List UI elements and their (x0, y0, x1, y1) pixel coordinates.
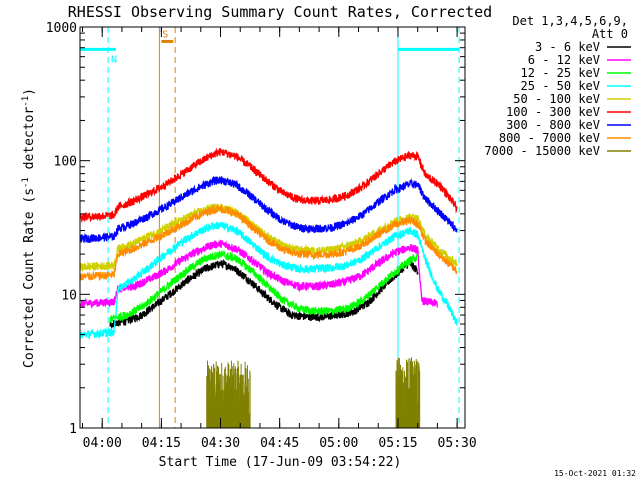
x-tick-label: 04:15 (142, 436, 181, 451)
series-line-1 (79, 239, 438, 309)
legend-entry-label: 100 - 300 keV (506, 105, 600, 119)
series-line-3 (79, 221, 458, 341)
y-axis-label-end: ) (22, 88, 37, 96)
legend-entry-label: 7000 - 15000 keV (484, 144, 600, 158)
chart-title: RHESSI Observing Summary Count Rates, Co… (68, 3, 492, 21)
footer-date: 15-Oct-2021 01:32 (554, 469, 636, 478)
y-tick-label: 10 (61, 288, 77, 303)
x-tick-label: 05:00 (319, 436, 358, 451)
x-axis-label: Start Time (17-Jun-09 03:54:22) (159, 455, 402, 470)
saa-flag-label: S (162, 29, 168, 40)
plot-frame (79, 26, 466, 429)
legend-entry-label: 3 - 6 keV (535, 40, 600, 54)
x-axis: 04:00 04:15 04:30 04:45 05:00 05:15 05:30 (81, 27, 477, 451)
x-tick-label: 04:30 (201, 436, 240, 451)
plot-area: SN (79, 27, 460, 428)
y-axis-label-sup2: -1 (21, 96, 31, 107)
legend-header-line-1: Det 1,3,4,5,6,9, (512, 14, 628, 28)
series-line-6 (79, 175, 458, 244)
x-tick-label: 05:15 (378, 436, 417, 451)
y-axis-label-main: Corrected Count Rate (s (22, 188, 37, 368)
y-tick-label: 100 (54, 155, 77, 170)
y-tick-label: 1 (69, 422, 77, 437)
y-axis-label-sup1: -1 (21, 177, 31, 188)
series-line-2 (109, 249, 419, 323)
series-line-5 (79, 147, 458, 224)
legend-entry-label: 25 - 50 keV (521, 79, 600, 93)
legend-entry-label: 12 - 25 keV (521, 66, 600, 80)
x-tick-label: 05:30 (438, 436, 477, 451)
series-line-0 (109, 258, 419, 330)
legend-entry-label: 800 - 7000 keV (499, 131, 600, 145)
legend-entry-label: 300 - 800 keV (506, 118, 600, 132)
night-flag-label: N (111, 54, 117, 65)
series-line-7 (79, 204, 458, 282)
legend-header-line-2: Att 0 (592, 27, 628, 41)
y-tick-label: 1000 (46, 21, 77, 36)
y-axis-label-mid: detector (22, 107, 37, 178)
x-tick-label: 04:45 (260, 436, 299, 451)
y-axis-label: Corrected Count Rate (s-1 detector-1) (21, 88, 37, 368)
x-tick-label: 04:00 (83, 436, 122, 451)
legend-entry-label: 50 - 100 keV (513, 92, 600, 106)
legend-entry-label: 6 - 12 keV (528, 53, 600, 67)
